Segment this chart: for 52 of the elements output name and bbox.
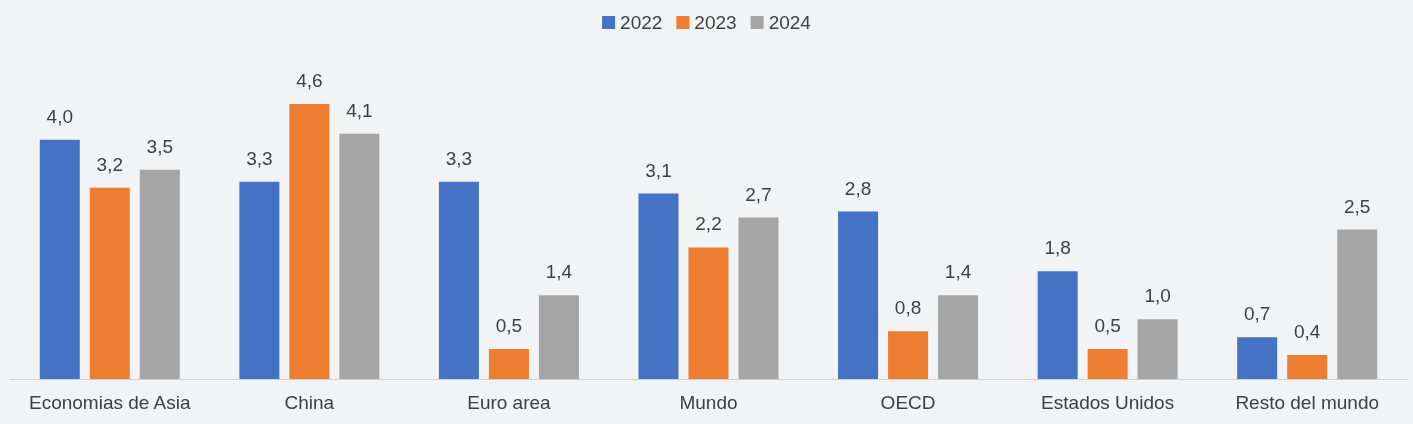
x-tick-label: Mundo xyxy=(679,392,738,413)
bar xyxy=(688,247,729,379)
data-label: 2,7 xyxy=(745,183,772,205)
data-label: 3,3 xyxy=(246,147,273,169)
data-label: 1,4 xyxy=(545,261,573,283)
bar xyxy=(339,133,380,379)
bar xyxy=(39,139,80,379)
bar xyxy=(139,169,180,379)
bar xyxy=(239,181,280,379)
data-label: 3,5 xyxy=(146,135,173,157)
bar xyxy=(289,103,330,379)
data-label: 3,3 xyxy=(445,147,473,169)
x-tick-label: OECD xyxy=(880,392,936,413)
data-label: 0,5 xyxy=(1094,315,1121,337)
data-label: 0,4 xyxy=(1294,321,1321,343)
x-tick-label: Economias de Asia xyxy=(28,392,192,413)
data-label: 3,2 xyxy=(96,153,123,175)
legend-label: 2022 xyxy=(620,12,663,33)
data-label: 2,5 xyxy=(1344,195,1371,217)
x-tick-label: Euro area xyxy=(467,392,552,413)
data-label: 0,8 xyxy=(894,297,922,319)
data-label: 1,4 xyxy=(944,261,972,283)
data-label: 4,0 xyxy=(46,105,73,127)
legend-label: 2023 xyxy=(694,12,737,33)
data-label: 2,2 xyxy=(695,213,722,235)
bar xyxy=(638,193,679,379)
bar xyxy=(488,349,529,379)
data-label: 4,6 xyxy=(296,69,323,91)
bar xyxy=(938,295,979,379)
bar xyxy=(1037,271,1078,379)
bar xyxy=(438,181,479,379)
legend-label: 2024 xyxy=(768,12,812,33)
x-tick-label: Estados Unidos xyxy=(1041,392,1175,413)
bar xyxy=(1287,355,1328,379)
bar xyxy=(1087,349,1128,379)
data-label: 0,5 xyxy=(495,315,523,337)
bar xyxy=(1237,337,1278,379)
data-label: 2,8 xyxy=(844,177,872,199)
data-label: 1,0 xyxy=(1144,285,1171,307)
data-label: 1,8 xyxy=(1044,237,1071,259)
x-tick-label: China xyxy=(284,392,335,413)
bar xyxy=(838,211,879,379)
data-label: 3,1 xyxy=(645,159,672,181)
bar xyxy=(1337,229,1378,379)
bar xyxy=(738,217,779,379)
bar xyxy=(538,295,579,379)
data-label: 4,1 xyxy=(346,99,373,121)
bar xyxy=(888,331,929,379)
data-label: 0,7 xyxy=(1244,303,1271,325)
x-tick-label: Resto del mundo xyxy=(1235,392,1380,413)
bar xyxy=(89,187,130,379)
bar xyxy=(1137,319,1178,379)
